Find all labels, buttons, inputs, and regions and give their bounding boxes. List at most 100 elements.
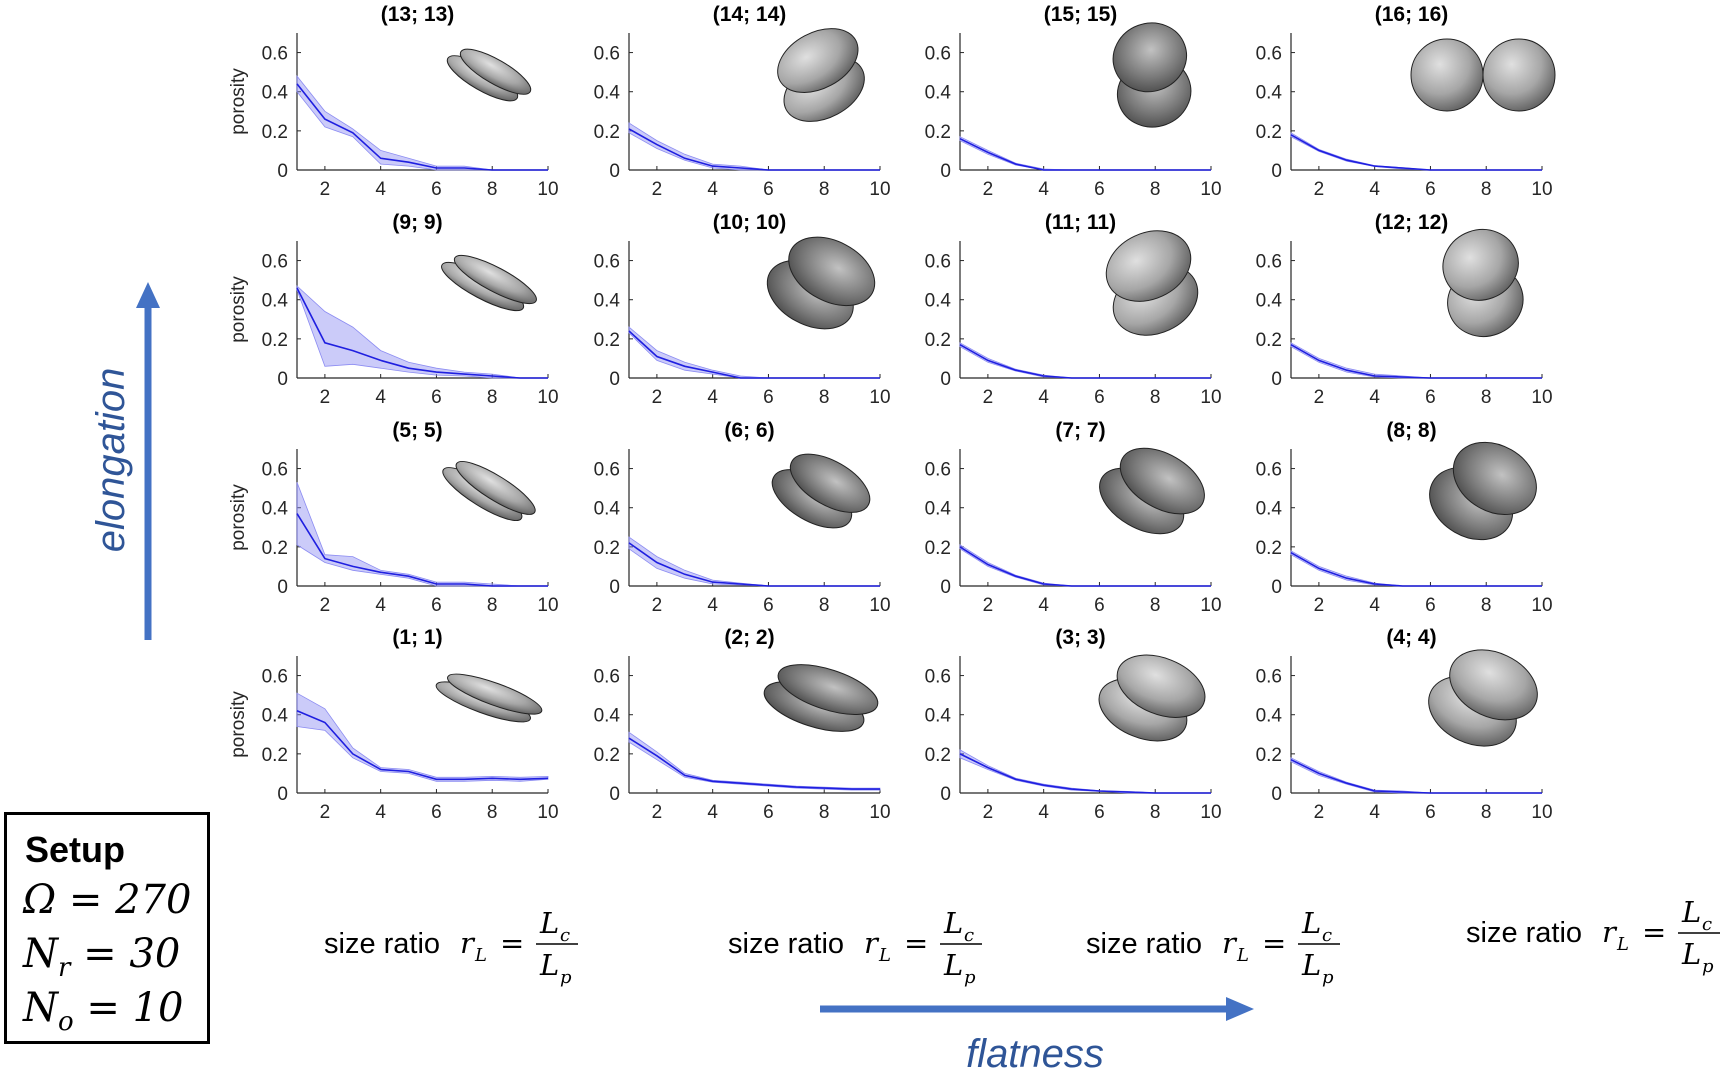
x-tick-label: 10 — [1531, 387, 1552, 408]
particle-pictogram — [1098, 654, 1206, 742]
x-tick-label: 2 — [652, 802, 663, 823]
ratio-denominator-sub: p — [964, 967, 976, 988]
y-tick-label: 0.2 — [594, 745, 620, 766]
x-axis-label-equals: = — [1262, 926, 1286, 960]
x-axis-label-var: r — [1222, 926, 1238, 960]
setup-omega: Ω = 270 — [23, 877, 192, 923]
particle-pictogram — [1112, 22, 1192, 128]
particle-pictogram — [1105, 230, 1199, 336]
x-tick-label: 8 — [487, 179, 498, 200]
x-tick-label: 8 — [1150, 387, 1161, 408]
ratio-numerator-sub: c — [1322, 925, 1332, 946]
x-tick-label: 8 — [1481, 595, 1492, 616]
x-tick-label: 2 — [1314, 179, 1325, 200]
y-tick-label: 0.6 — [1256, 44, 1282, 65]
y-tick-label: 0 — [609, 784, 620, 805]
x-tick-label: 4 — [375, 595, 386, 616]
y-tick-label: 0.2 — [594, 330, 620, 351]
y-tick-label: 0.2 — [1256, 745, 1282, 766]
confidence-band — [628, 536, 880, 587]
x-tick-label: 10 — [537, 387, 558, 408]
y-tick-label: 0.4 — [925, 291, 952, 312]
mean-line — [628, 330, 880, 379]
ratio-numerator: L — [1301, 906, 1321, 940]
particle-pictogram — [1428, 649, 1538, 747]
mean-line — [959, 137, 1211, 171]
x-axis-label-prefix: size ratio — [1086, 928, 1202, 960]
y-tick-label: 0 — [609, 369, 620, 390]
x-tick-label: 4 — [1369, 179, 1380, 200]
mean-line — [959, 753, 1211, 794]
particle-ellipsoid — [1119, 447, 1205, 515]
x-tick-label: 2 — [1314, 595, 1325, 616]
x-tick-label: 6 — [763, 179, 774, 200]
x-tick-label: 6 — [763, 802, 774, 823]
y-tick-label: 0.4 — [594, 706, 621, 727]
ratio-numerator: L — [1681, 895, 1701, 929]
mean-line — [1290, 344, 1542, 379]
chart-panel: 0 0.2 0.4 0.6 2 4 6 8 10 (7; 7) — [925, 419, 1222, 616]
mean-line — [628, 542, 880, 587]
y-tick-label: 0.4 — [925, 83, 952, 104]
panel-title: (16; 16) — [1375, 3, 1449, 26]
y-tick-label: 0.4 — [1256, 291, 1283, 312]
y-tick-label: 0.4 — [925, 706, 952, 727]
chart-panel: 0 0.2 0.4 0.6 2 4 6 8 10 (9; 9) porosity — [228, 211, 559, 408]
x-tick-label: 4 — [1369, 595, 1380, 616]
x-tick-label: 2 — [320, 802, 331, 823]
y-tick-label: 0.4 — [262, 706, 289, 727]
x-tick-label: 10 — [1531, 179, 1552, 200]
panel-title: (4; 4) — [1386, 626, 1436, 649]
setup-no-sub: o — [58, 1007, 74, 1037]
x-tick-label: 2 — [1314, 802, 1325, 823]
x-axis-label-equals: = — [1642, 915, 1666, 949]
particle-pictogram — [766, 236, 876, 330]
y-tick-label: 0 — [609, 577, 620, 598]
chart-panel: 0 0.2 0.4 0.6 2 4 6 8 10 (13; 13) porosity — [228, 3, 559, 200]
chart-panel: 0 0.2 0.4 0.6 2 4 6 8 10 (16; 16) — [1256, 3, 1556, 200]
x-tick-label: 10 — [537, 595, 558, 616]
particle-ellipsoid — [1410, 38, 1484, 112]
x-axis-label-prefix: size ratio — [324, 928, 440, 960]
y-tick-label: 0.6 — [594, 44, 620, 65]
x-axis-formula: size ratio r L =L cL p — [728, 906, 982, 988]
particle-ellipsoid — [1116, 654, 1206, 718]
x-tick-label: 2 — [983, 387, 994, 408]
panel-title: (2; 2) — [724, 626, 774, 649]
x-tick-label: 8 — [1481, 802, 1492, 823]
setup-nr-val: = 30 — [70, 931, 181, 977]
chart-panel: 0 0.2 0.4 0.6 2 4 6 8 10 (8; 8) — [1256, 419, 1553, 616]
y-tick-label: 0.6 — [1256, 460, 1282, 481]
particle-ellipsoid — [788, 236, 876, 307]
particle-pictogram — [442, 461, 536, 521]
x-tick-label: 4 — [1369, 387, 1380, 408]
panel-title: (10; 10) — [713, 211, 787, 234]
panel-title: (7; 7) — [1055, 419, 1105, 442]
setup-box: Setup Ω = 270 Nr = 30 No = 10 — [4, 812, 210, 1044]
particle-pictogram — [777, 28, 865, 122]
x-tick-label: 2 — [983, 179, 994, 200]
particle-ellipsoid — [447, 673, 543, 715]
setup-no-val: = 10 — [73, 985, 184, 1031]
mean-line — [296, 287, 548, 379]
y-tick-label: 0.4 — [1256, 499, 1283, 520]
y-tick-label: 0.6 — [594, 252, 620, 273]
chart-panel: 0 0.2 0.4 0.6 2 4 6 8 10 (10; 10) — [594, 211, 891, 408]
x-tick-label: 4 — [707, 595, 718, 616]
y-tick-label: 0 — [277, 369, 288, 390]
particle-ellipsoid — [1442, 228, 1519, 301]
x-tick-label: 6 — [1425, 802, 1436, 823]
y-tick-label: 0.2 — [1256, 538, 1282, 559]
x-tick-label: 8 — [819, 802, 830, 823]
ratio-numerator-sub: c — [1702, 914, 1712, 935]
x-tick-label: 10 — [1200, 387, 1221, 408]
y-tick-label: 0.2 — [925, 122, 951, 143]
ratio-denominator: L — [943, 948, 963, 982]
confidence-band — [959, 136, 1211, 171]
x-tick-label: 8 — [819, 595, 830, 616]
y-tick-label: 0 — [940, 369, 951, 390]
y-tick-label: 0.2 — [262, 538, 288, 559]
panel-title: (1; 1) — [392, 626, 442, 649]
y-tick-label: 0 — [609, 161, 620, 182]
